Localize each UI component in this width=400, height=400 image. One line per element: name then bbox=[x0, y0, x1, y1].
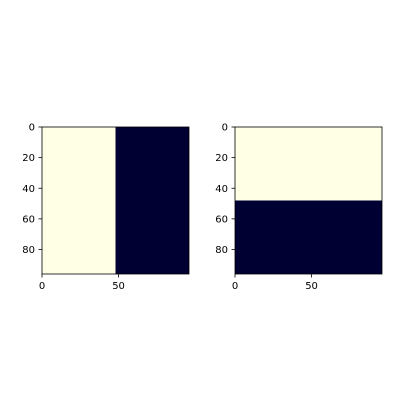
y-tick-label: 40 bbox=[215, 184, 228, 195]
y-tick-label: 40 bbox=[22, 184, 35, 195]
x-tick-label: 50 bbox=[305, 281, 318, 292]
heatmap-region-dark bbox=[235, 200, 382, 274]
y-tick-label: 80 bbox=[22, 245, 35, 256]
heatmap-region-light bbox=[42, 127, 116, 274]
y-tick-label: 20 bbox=[215, 153, 228, 164]
y-tick-label: 60 bbox=[22, 214, 35, 225]
y-tick-label: 0 bbox=[29, 123, 35, 134]
left-heatmap-panel: 0 50 0 20 40 60 80 bbox=[22, 123, 190, 292]
right-heatmap-panel: 0 50 0 20 40 60 80 bbox=[215, 123, 383, 292]
y-tick-label: 0 bbox=[222, 123, 228, 134]
heatmap-region-light bbox=[235, 127, 382, 201]
heatmap-region-dark bbox=[115, 127, 189, 274]
axes-frame bbox=[234, 126, 383, 275]
y-tick-label: 80 bbox=[215, 245, 228, 256]
x-tick-label: 0 bbox=[39, 281, 45, 292]
y-tick-label: 20 bbox=[22, 153, 35, 164]
x-tick-label: 0 bbox=[232, 281, 238, 292]
axes-frame bbox=[41, 126, 190, 275]
x-tick-label: 50 bbox=[112, 281, 125, 292]
y-tick-label: 60 bbox=[215, 214, 228, 225]
